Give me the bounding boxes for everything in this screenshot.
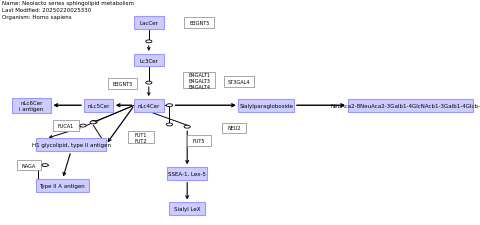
Text: B3GNT5: B3GNT5 [189, 21, 209, 26]
FancyBboxPatch shape [239, 99, 295, 112]
FancyBboxPatch shape [108, 79, 137, 89]
Text: ST3GAL4: ST3GAL4 [228, 80, 250, 85]
Text: Sialylparagloboside: Sialylparagloboside [240, 103, 293, 108]
Circle shape [42, 164, 48, 167]
Circle shape [90, 122, 96, 124]
FancyBboxPatch shape [134, 99, 164, 112]
Text: FUCA1: FUCA1 [58, 124, 74, 128]
FancyBboxPatch shape [36, 139, 106, 152]
FancyBboxPatch shape [222, 123, 246, 133]
FancyBboxPatch shape [183, 73, 215, 89]
Text: SSEA-1, Lex-5: SSEA-1, Lex-5 [168, 171, 206, 176]
Text: NEU2: NEU2 [228, 126, 241, 131]
Circle shape [146, 41, 152, 44]
Text: NeuAca2-8NeuAca2-3Galb1-4GlcNAcb1-3Galb1-4Glcb-Cer: NeuAca2-8NeuAca2-3Galb1-4GlcNAcb1-3Galb1… [331, 103, 480, 108]
FancyBboxPatch shape [84, 99, 113, 112]
Text: FUT1
FUT2: FUT1 FUT2 [135, 132, 147, 143]
Text: LacCer: LacCer [139, 21, 158, 26]
Text: Name: Neolacto series sphingolipid metabolism
Last Modified: 20250220025330
Orga: Name: Neolacto series sphingolipid metab… [2, 1, 134, 20]
Text: Lc3Cer: Lc3Cer [139, 58, 158, 63]
FancyBboxPatch shape [134, 17, 164, 30]
Text: nLc4Cer: nLc4Cer [138, 103, 160, 108]
FancyBboxPatch shape [187, 135, 211, 146]
Circle shape [91, 121, 97, 124]
Text: Sialyl LeX: Sialyl LeX [174, 206, 201, 211]
Circle shape [80, 125, 86, 127]
Text: FUT5: FUT5 [193, 138, 205, 143]
Text: H1 glycolipid, type II antigen: H1 glycolipid, type II antigen [32, 143, 110, 148]
FancyBboxPatch shape [128, 132, 154, 144]
FancyBboxPatch shape [36, 179, 89, 192]
FancyBboxPatch shape [348, 99, 473, 112]
FancyBboxPatch shape [53, 121, 79, 131]
Circle shape [166, 104, 173, 107]
Text: nLc6Cer
i antigen: nLc6Cer i antigen [19, 100, 43, 111]
FancyBboxPatch shape [134, 54, 164, 67]
Text: B4GALT1
B4GALT3
B4GALT4: B4GALT1 B4GALT3 B4GALT4 [188, 73, 210, 89]
FancyBboxPatch shape [167, 167, 207, 180]
Text: NAGA: NAGA [22, 163, 36, 168]
Circle shape [146, 82, 152, 85]
Circle shape [166, 123, 173, 126]
FancyBboxPatch shape [12, 98, 51, 113]
FancyBboxPatch shape [184, 18, 214, 29]
Circle shape [184, 126, 190, 128]
Text: Type II A antigen: Type II A antigen [39, 183, 85, 188]
Text: nLc5Cer: nLc5Cer [87, 103, 109, 108]
Text: B3GNT5: B3GNT5 [112, 81, 132, 86]
FancyBboxPatch shape [17, 160, 41, 171]
FancyBboxPatch shape [169, 202, 205, 215]
FancyBboxPatch shape [224, 77, 254, 87]
